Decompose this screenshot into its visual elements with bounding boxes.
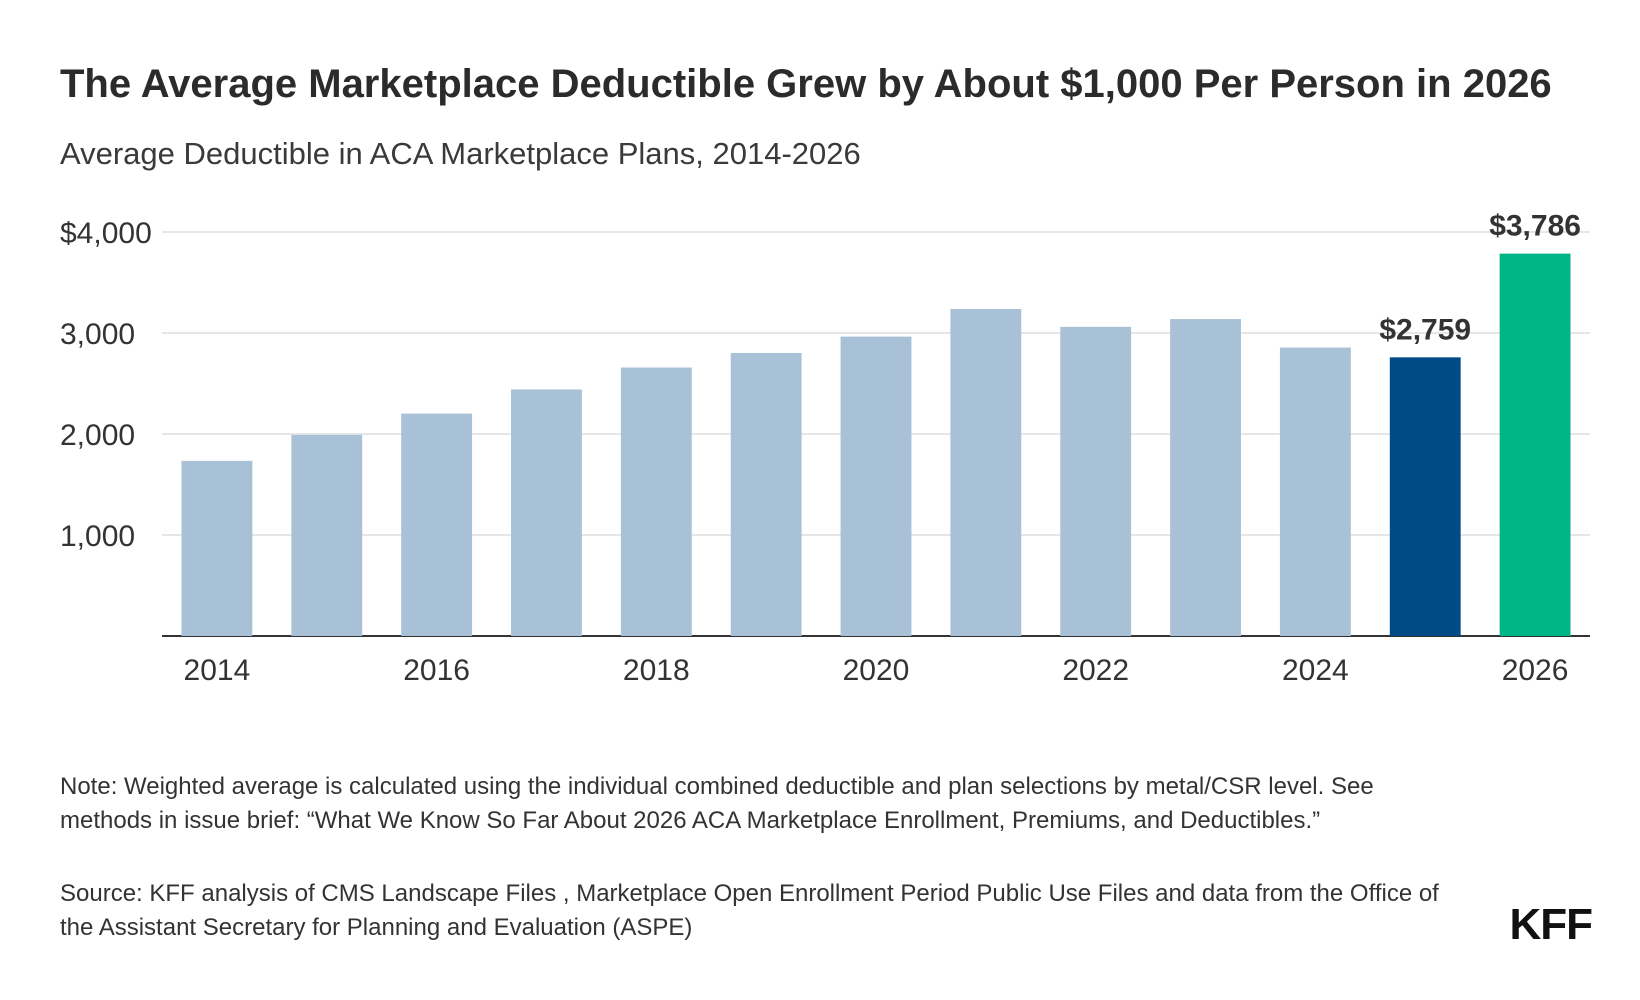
chart-title: The Average Marketplace Deductible Grew … <box>60 62 1552 106</box>
bar-2022 <box>1060 326 1132 636</box>
bar-2021 <box>950 308 1022 636</box>
x-tick-label: 2020 <box>843 654 910 687</box>
bar-2020 <box>840 336 912 636</box>
y-tick-label: 2,000 <box>60 419 135 452</box>
bar-chart: 1,000 2,000 3,000 $4,000 2014 2016 2018 2020 202… <box>60 210 1590 687</box>
bar-2017 <box>511 389 582 636</box>
chart-source: Source: KFF analysis of CMS Landscape Fi… <box>60 880 1439 941</box>
chart-note: Note: Weighted average is calculated usi… <box>60 773 1374 834</box>
data-label: $3,786 <box>1489 210 1581 243</box>
bar-2025 <box>1389 357 1461 636</box>
x-tick-label: 2024 <box>1282 654 1349 687</box>
x-tick-label: 2022 <box>1062 654 1129 687</box>
x-tick-label: 2016 <box>403 654 470 687</box>
y-tick-label: 3,000 <box>60 318 135 351</box>
bar-2026 <box>1499 253 1571 636</box>
x-tick-label: 2018 <box>623 654 690 687</box>
y-tick-label: 1,000 <box>60 520 135 553</box>
kff-logo: KFF <box>1509 900 1593 949</box>
bar-2023 <box>1170 319 1241 636</box>
y-tick-label: $4,000 <box>60 217 152 250</box>
bar-2016 <box>401 413 473 636</box>
x-tick-label: 2026 <box>1502 654 1569 687</box>
chart-subtitle: Average Deductible in ACA Marketplace Pl… <box>60 136 861 171</box>
bar-2014 <box>181 460 253 636</box>
bar-2024 <box>1279 347 1351 636</box>
x-tick-label: 2014 <box>184 654 251 687</box>
bar-2015 <box>291 434 363 636</box>
data-label: $2,759 <box>1379 313 1471 346</box>
bar-2019 <box>730 352 802 636</box>
bar-2018 <box>620 367 692 636</box>
